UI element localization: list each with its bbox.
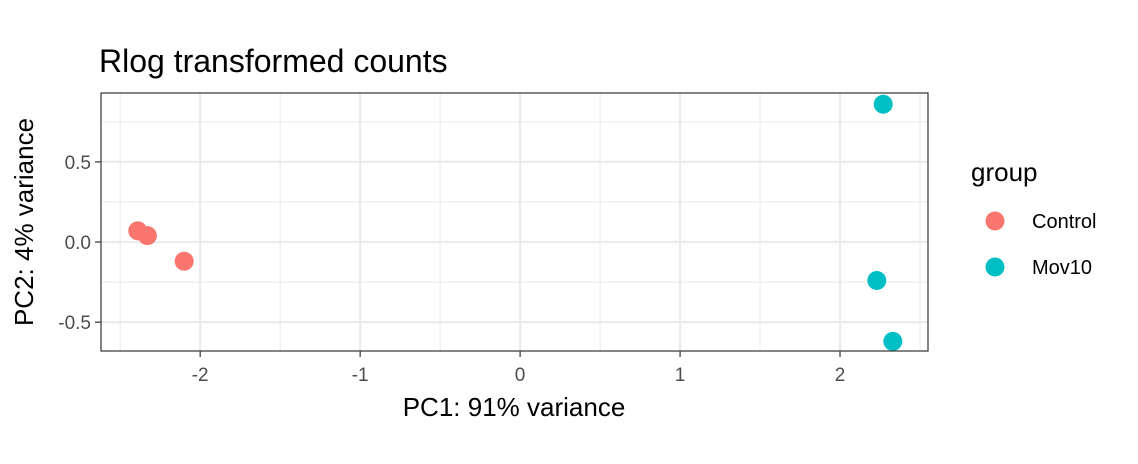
legend-key-control	[985, 211, 1005, 231]
legend-entries: Control Mov10	[985, 211, 1096, 279]
legend-label-control: Control	[1032, 211, 1096, 233]
panel-border	[100, 92, 929, 352]
legend-key-mov10	[985, 257, 1005, 277]
legend-title: group	[971, 157, 1038, 187]
minor-gridlines	[101, 93, 928, 351]
data-point-mov10	[873, 94, 893, 114]
data-points	[128, 94, 903, 351]
major-gridlines	[101, 93, 928, 351]
y-tick-label: -0.5	[58, 313, 91, 334]
x-tick-label: 1	[675, 365, 686, 386]
x-axis-title: PC1: 91% variance	[403, 392, 626, 422]
y-tick-label: 0.0	[65, 233, 91, 254]
x-tick-label: 0	[515, 365, 526, 386]
data-point-mov10	[883, 331, 903, 351]
y-axis-title: PC2: 4% variance	[9, 118, 39, 326]
x-tick-label: 2	[835, 365, 846, 386]
legend-label-mov10: Mov10	[1032, 257, 1092, 279]
x-axis-ticks: -2 -1 0 1 2	[192, 351, 846, 386]
plot-panel	[101, 93, 928, 351]
chart-title: Rlog transformed counts	[99, 43, 448, 79]
data-point-control	[174, 251, 194, 271]
y-axis-ticks: -0.5 0.0 0.5	[58, 153, 101, 334]
x-tick-label: -1	[352, 365, 369, 386]
data-point-mov10	[867, 270, 887, 290]
legend: group Control Mov10	[971, 157, 1096, 279]
x-tick-label: -2	[192, 365, 209, 386]
data-point-control	[137, 226, 157, 246]
y-tick-label: 0.5	[65, 153, 91, 174]
